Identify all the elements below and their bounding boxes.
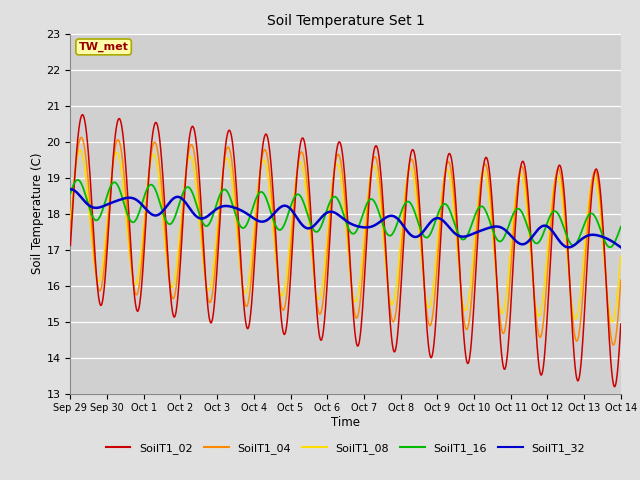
Text: TW_met: TW_met — [79, 42, 129, 52]
Y-axis label: Soil Temperature (C): Soil Temperature (C) — [31, 153, 44, 275]
X-axis label: Time: Time — [331, 416, 360, 429]
Legend: SoilT1_02, SoilT1_04, SoilT1_08, SoilT1_16, SoilT1_32: SoilT1_02, SoilT1_04, SoilT1_08, SoilT1_… — [102, 438, 589, 458]
Title: Soil Temperature Set 1: Soil Temperature Set 1 — [267, 14, 424, 28]
